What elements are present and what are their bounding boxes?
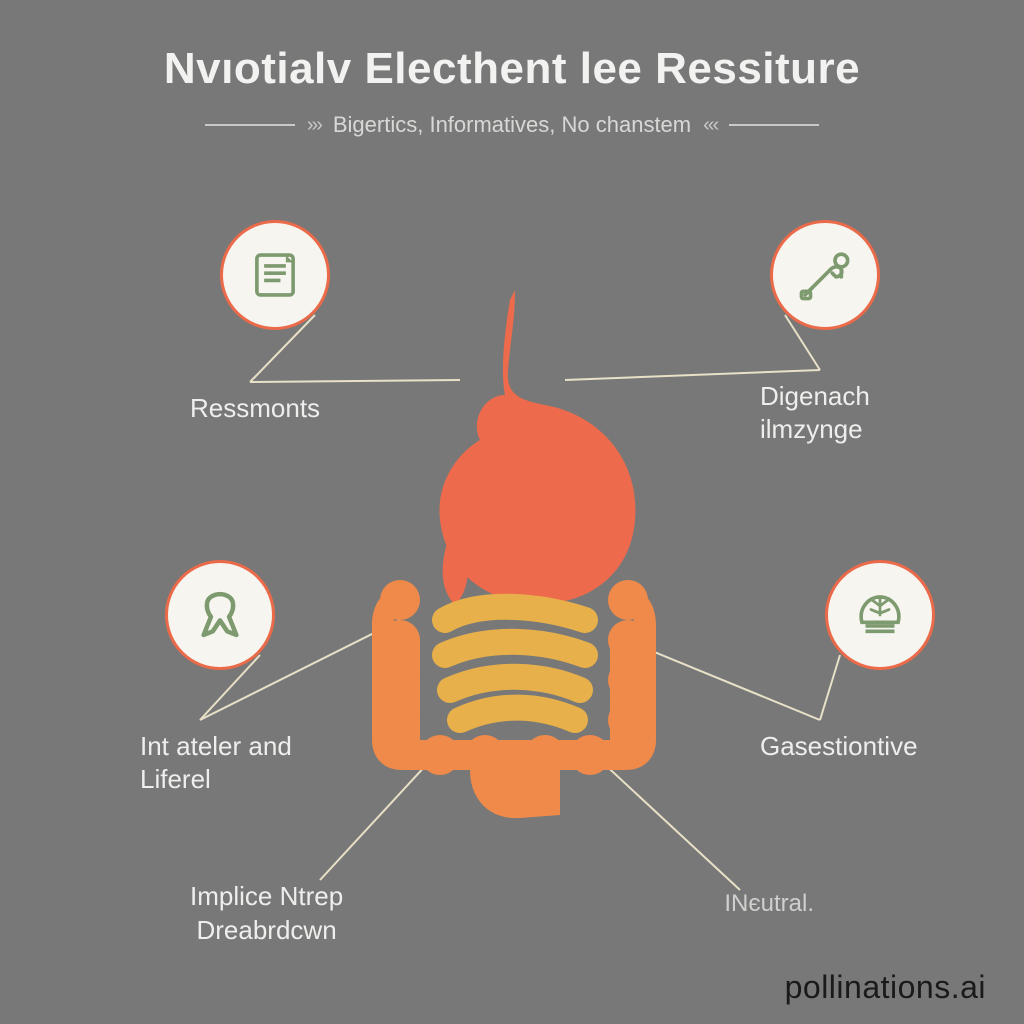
decor-line-right (729, 124, 819, 126)
decor-line-left (205, 124, 295, 126)
icon-gasestiontive (825, 560, 935, 670)
subtitle-text: Bigertics, Informatives, No chanstem (333, 112, 691, 138)
watermark: pollinations.ai (785, 969, 986, 1006)
diagram-canvas (0, 0, 1024, 1024)
icon-intateler (165, 560, 275, 670)
icon-digenach (770, 220, 880, 330)
ribbon-icon (191, 586, 249, 644)
label-gasestiontive: Gasestiontive (760, 730, 918, 763)
footer-left-label: Implice Ntrep Dreabrdcwn (190, 880, 343, 948)
label-digenach: Digenach ilmzynge (760, 380, 870, 445)
brain-plant-icon (851, 586, 909, 644)
document-icon (246, 246, 304, 304)
digestive-system-icon (372, 290, 656, 818)
arrows-left-icon: ‹‹‹ (703, 114, 717, 137)
footer-right-label: INєutral. (724, 890, 814, 918)
icon-ressmonts (220, 220, 330, 330)
label-ressmonts: Ressmonts (190, 392, 320, 425)
tools-icon (796, 246, 854, 304)
label-intateler: Int ateler and Liferel (140, 730, 292, 795)
page-title: Nvıotialv Electhent lee Ressiture (0, 44, 1024, 94)
subtitle-row: ››› Bigertics, Informatives, No chanstem… (0, 112, 1024, 138)
arrows-right-icon: ››› (307, 114, 321, 137)
